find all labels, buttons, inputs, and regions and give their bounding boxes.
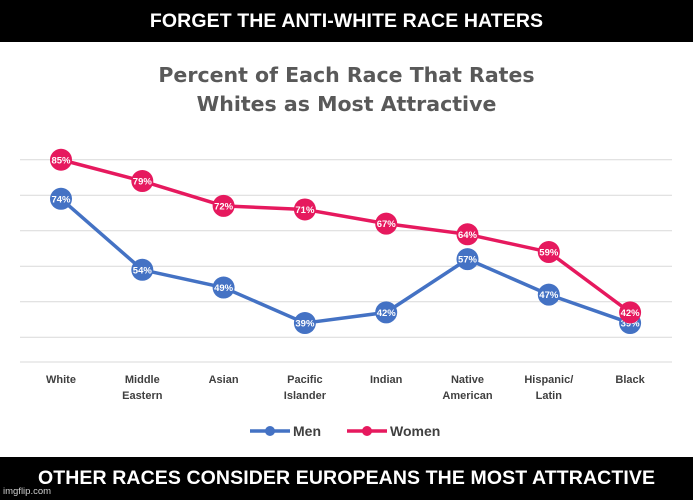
line-chart: White Middle Eastern Asian Pacific Islander In…	[20, 148, 672, 439]
data-label-men: 39%	[295, 319, 315, 330]
chart-title: Percent of Each Race That Rates Whites a…	[0, 61, 693, 119]
series-line-women	[59, 158, 632, 315]
chart-title-line-2: Whites as Most Attractive	[196, 92, 497, 116]
x-tick-label: Middle Eastern	[122, 374, 163, 402]
x-tick-label: Asian	[209, 374, 239, 386]
data-point-women	[212, 194, 235, 217]
legend-marker-men	[265, 426, 275, 436]
x-tick-label: Indian	[370, 374, 403, 386]
data-label-women: 79%	[133, 177, 153, 188]
data-label-women: 67%	[377, 219, 397, 230]
data-point-women	[537, 241, 560, 264]
data-point-men	[212, 276, 235, 299]
data-point-women	[131, 170, 154, 193]
chart-panel: Percent of Each Race That Rates Whites a…	[0, 42, 693, 457]
data-label-women: 64%	[458, 230, 478, 241]
data-point-men	[537, 283, 560, 306]
top-caption: FORGET THE ANTI-WHITE RACE HATERS	[149, 9, 544, 32]
x-tick-label: Pacific Islander	[284, 374, 327, 402]
top-caption-band: FORGET THE ANTI-WHITE RACE HATERS	[0, 0, 693, 42]
x-tick-label: Black	[615, 374, 645, 386]
data-point-men	[50, 187, 72, 210]
x-tick-label: White	[46, 374, 76, 386]
data-label-men: 54%	[133, 265, 153, 276]
data-label-men: 57%	[458, 255, 478, 266]
x-tick-label: Hispanic/Latin	[524, 374, 573, 402]
data-point-men	[293, 312, 316, 335]
bottom-caption: OTHER RACES CONSIDER EUROPEANS THE MOST …	[37, 467, 656, 489]
legend-label-men: Men	[293, 423, 321, 439]
data-point-men	[375, 301, 398, 324]
legend-label-women: Women	[390, 423, 440, 439]
data-point-women	[619, 301, 642, 324]
data-label-women: 71%	[295, 205, 315, 216]
data-label-women: 42%	[621, 308, 641, 319]
data-label-men: 47%	[539, 290, 559, 301]
data-label-women: 59%	[539, 248, 559, 259]
data-point-men	[131, 258, 154, 281]
data-point-women	[293, 198, 316, 221]
data-label-men: 39%	[621, 319, 641, 330]
data-label-men: 74%	[51, 194, 71, 205]
bottom-caption-band: OTHER RACES CONSIDER EUROPEANS THE MOST …	[0, 457, 693, 500]
legend-marker-women	[362, 426, 372, 436]
x-tick-label: Native American	[442, 374, 492, 402]
data-point-women	[456, 223, 479, 246]
data-point-men	[456, 248, 479, 271]
data-label-women: 72%	[214, 201, 234, 212]
data-label-men: 42%	[377, 308, 397, 319]
watermark: imgflip.com	[3, 486, 52, 497]
chart-title-line-1: Percent of Each Race That Rates	[158, 63, 535, 87]
data-label-men: 49%	[214, 283, 234, 294]
data-point-women	[375, 212, 398, 235]
data-point-women	[50, 148, 72, 171]
data-label-women: 85%	[51, 155, 71, 166]
series-line-men	[59, 197, 632, 325]
